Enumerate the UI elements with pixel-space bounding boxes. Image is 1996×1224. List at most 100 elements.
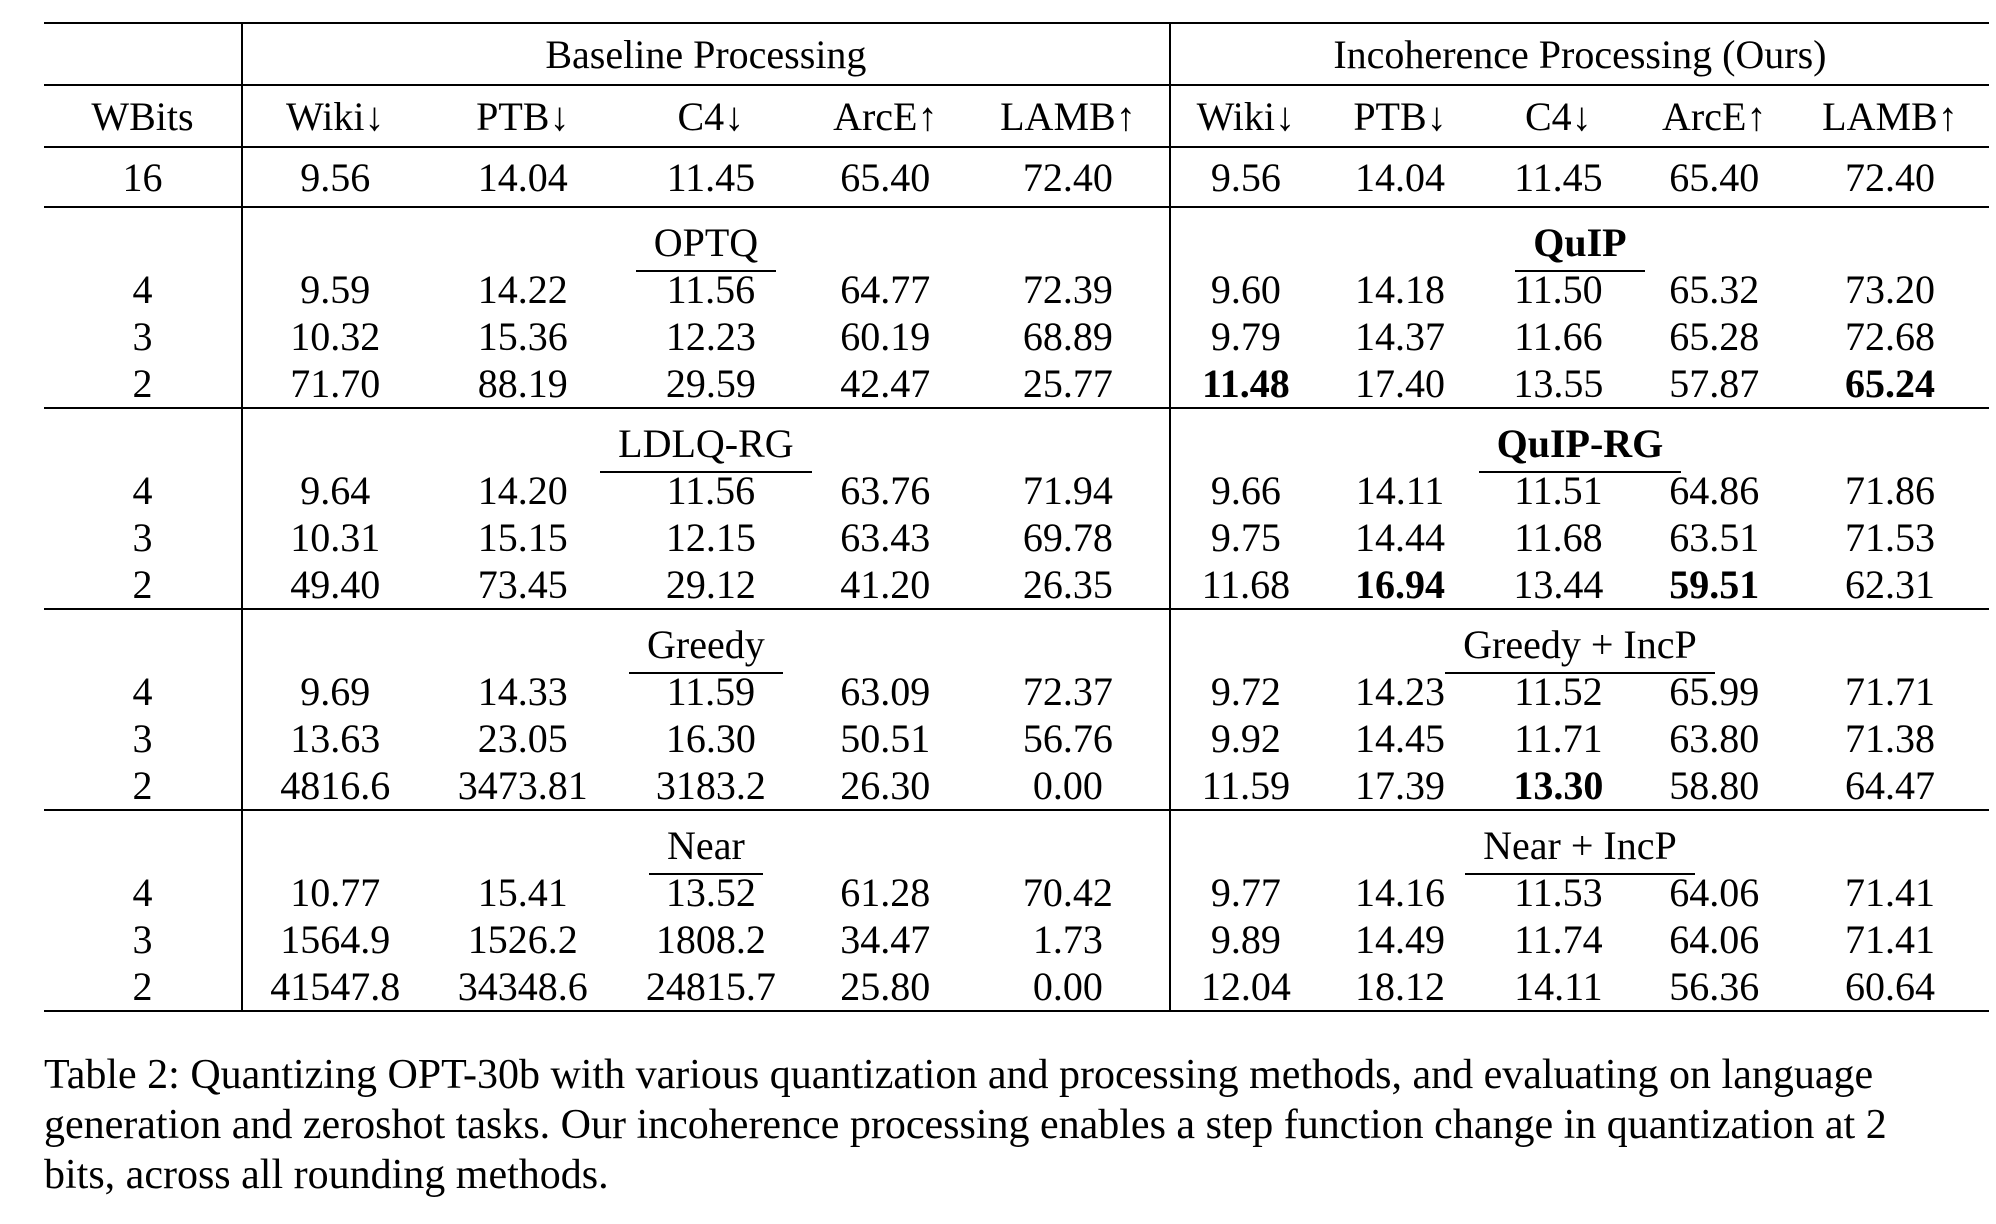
- table-cell: 60.19: [840, 314, 931, 359]
- table-cell: 14.16: [1354, 870, 1445, 915]
- ours-method-label: QuIP: [1515, 220, 1646, 272]
- table-cell: 71.41: [1844, 917, 1935, 962]
- wbits-cell: 3: [132, 716, 153, 761]
- table-cell: 9.77: [1168, 869, 1321, 916]
- table-cell: 71.38: [1844, 716, 1935, 761]
- table-cell: 57.87: [1637, 360, 1791, 409]
- table-cell: 11.51: [1514, 468, 1603, 513]
- table-cell: 18.12: [1320, 963, 1480, 1012]
- table-cell: 9.69: [240, 668, 428, 715]
- empty-cell: [44, 810, 242, 869]
- table-cell: 14.11: [1479, 963, 1638, 1012]
- table-cell: 41.20: [803, 561, 967, 610]
- table-cell: 14.37: [1354, 314, 1445, 359]
- empty-cell: [44, 609, 242, 668]
- table-cell: 62.31: [1790, 561, 1989, 610]
- table-cell: 16.30: [665, 716, 756, 761]
- ours-method-cell: Greedy + IncP: [1168, 609, 1989, 674]
- method-header-row: OPTQ QuIP: [44, 207, 1989, 272]
- empty-cell: [44, 22, 242, 86]
- wbits-cell: 3: [132, 314, 153, 359]
- column-header: ArcE↑: [803, 85, 967, 148]
- table-cell: 64.06: [1669, 870, 1760, 915]
- table-cell: 13.52: [665, 870, 756, 915]
- table-cell: 50.51: [840, 716, 931, 761]
- baseline-method-label: LDLQ-RG: [600, 421, 812, 473]
- table-row: 2 71.70 88.19 29.59 42.47 25.77 11.48 17.40 13.5…: [44, 360, 1989, 409]
- table-cell: 17.39: [1320, 762, 1480, 811]
- table-cell: 14.49: [1354, 917, 1445, 962]
- table-cell: 71.86: [1844, 468, 1935, 513]
- table-row: 4 9.64 14.20 11.56 63.76 71.94 9.66 14.11 11.51 6…: [44, 467, 1989, 514]
- table-cell: 23.05: [477, 716, 568, 761]
- table-cell: 72.40: [966, 147, 1170, 208]
- table-cell: 65.99: [1669, 669, 1760, 714]
- table-cell: 3473.81: [427, 762, 619, 811]
- table-row: 2 49.40 73.45 29.12 41.20 26.35 11.68 16.94 13.4…: [44, 561, 1989, 610]
- ours-method-label: QuIP-RG: [1478, 421, 1681, 473]
- column-header: PTB↓: [427, 85, 619, 148]
- table-cell: 0.00: [966, 762, 1170, 811]
- wbits-cell: 3: [132, 917, 153, 962]
- table-cell: 11.48: [1168, 360, 1321, 409]
- wbits-cell: 4: [132, 870, 153, 915]
- table-row: 4 9.69 14.33 11.59 63.09 72.37 9.72 14.23 11.52 6…: [44, 668, 1989, 715]
- column-header: C4↓: [618, 85, 804, 148]
- ours-method-label: Near + IncP: [1465, 823, 1695, 875]
- table-cell: 14.11: [1355, 468, 1445, 513]
- table-cell: 10.32: [240, 313, 428, 360]
- table-cell: 14.04: [427, 147, 619, 208]
- group-header-ours: Incoherence Processing (Ours): [1168, 22, 1989, 86]
- table-cell: 12.15: [665, 515, 756, 560]
- table-cell: 14.44: [1354, 515, 1445, 560]
- column-header: WBits: [44, 85, 242, 148]
- table-cell: 12.23: [665, 314, 756, 359]
- table-cell: 63.76: [840, 468, 931, 513]
- table-cell: 11.74: [1514, 917, 1603, 962]
- table-cell: 11.45: [1479, 147, 1638, 208]
- table-cell: 1808.2: [655, 917, 766, 962]
- table-cell: 9.59: [240, 266, 428, 313]
- table-row: 2 41547.8 34348.6 24815.7 25.80 0.00 12.04 18.1…: [44, 963, 1989, 1012]
- table-cell: 29.12: [618, 561, 804, 610]
- ours-method-label: Greedy + IncP: [1445, 622, 1715, 674]
- table-cell: 73.20: [1844, 267, 1935, 312]
- table-cell: 63.09: [840, 669, 931, 714]
- empty-cell: [44, 408, 242, 467]
- table-cell: 71.71: [1844, 669, 1935, 714]
- wbits-cell: 2: [44, 561, 242, 610]
- table-cell: 0.00: [966, 963, 1170, 1012]
- table-cell: 9.60: [1168, 266, 1321, 313]
- table-cell: 49.40: [240, 561, 428, 610]
- table-cell: 61.28: [840, 870, 931, 915]
- table-cell: 13.44: [1479, 561, 1638, 610]
- wbits-cell: 2: [44, 963, 242, 1012]
- table-cell: 71.70: [240, 360, 428, 409]
- table-cell: 14.45: [1354, 716, 1445, 761]
- table-cell: 24815.7: [618, 963, 804, 1012]
- table-cell: 64.06: [1669, 917, 1760, 962]
- table-cell: 14.22: [477, 267, 568, 312]
- table-cell: 41547.8: [240, 963, 428, 1012]
- table-cell: 59.51: [1637, 561, 1791, 610]
- table-cell: 10.31: [240, 514, 428, 561]
- column-header-row: WBits Wiki↓ PTB↓ C4↓ ArcE↑ LAMB↑ Wiki↓ PTB↓ C4↓ A…: [44, 85, 1989, 148]
- table-cell: 34.47: [840, 917, 931, 962]
- table-cell: 56.36: [1637, 963, 1791, 1012]
- table-cell: 71.41: [1844, 870, 1935, 915]
- table-cell: 13.55: [1479, 360, 1638, 409]
- baseline-method-label: Near: [649, 823, 763, 875]
- table-cell: 65.24: [1790, 360, 1989, 409]
- table-cell: 26.35: [966, 561, 1170, 610]
- table-cell: 9.56: [240, 147, 428, 208]
- ours-method-cell: QuIP: [1168, 207, 1989, 272]
- column-header: LAMB↑: [1790, 85, 1989, 148]
- table-cell: 14.20: [477, 468, 568, 513]
- table-cell: 58.80: [1637, 762, 1791, 811]
- empty-cell: [44, 207, 242, 266]
- table-cell: 13.30: [1479, 762, 1638, 811]
- table-cell: 72.40: [1790, 147, 1989, 208]
- table-cell: 1564.9: [240, 916, 428, 963]
- table-cell: 16.94: [1320, 561, 1480, 610]
- fp16-row: 16 9.56 14.04 11.45 65.40 72.40 9.56 14.04 11.45…: [44, 147, 1989, 208]
